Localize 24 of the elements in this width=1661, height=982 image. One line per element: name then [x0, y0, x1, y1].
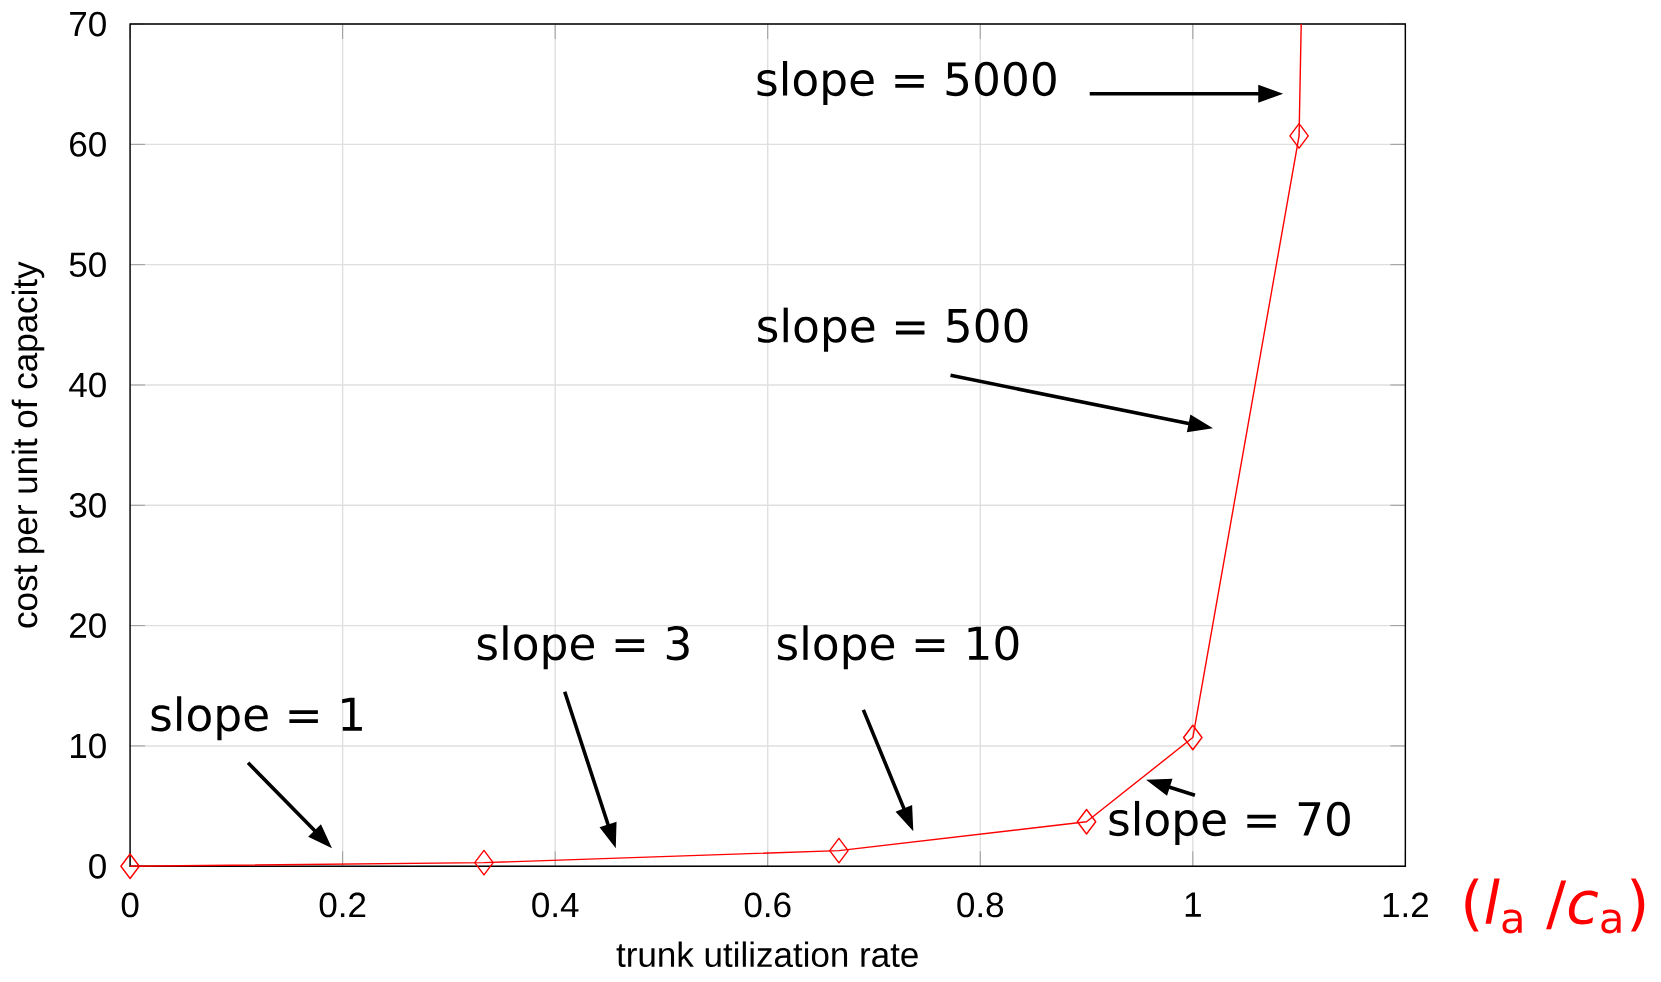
y-tick-label: 0	[89, 854, 106, 879]
text: (l$_{a}$ /c$_{a}$)	[1465, 878, 1645, 934]
x-tick-label: 0.4	[532, 892, 579, 918]
y-tick-label: 20	[70, 613, 106, 639]
y-tick-label: 30	[69, 493, 106, 518]
x-tick-label: 0	[121, 892, 139, 918]
annotation: slope = 1	[151, 696, 362, 741]
annotation: slope = 70	[1109, 801, 1350, 846]
y-axis-title: cost per unit of capacity	[11, 261, 45, 628]
x-axis-title: trunk utilization rate	[616, 941, 918, 968]
y-tick-label: 60	[70, 132, 106, 157]
x-tick-label: 0.2	[319, 892, 366, 918]
annotation: slope = 5000	[757, 61, 1056, 106]
annotation: slope = 3	[477, 625, 689, 670]
x-tick-label: 0.6	[744, 892, 791, 918]
y-tick-label: 10	[71, 733, 106, 759]
x-tick-label: 0.8	[957, 892, 1004, 918]
y-tick-label: 40	[69, 372, 106, 398]
x-tick-label: 1	[1185, 892, 1201, 917]
annotation: slope = 10	[777, 625, 1019, 670]
y-tick-label: 70	[70, 11, 106, 37]
x-tick-label: 1.2	[1383, 892, 1428, 918]
annotation: slope = 500	[758, 307, 1028, 352]
y-tick-label: 50	[69, 252, 106, 278]
